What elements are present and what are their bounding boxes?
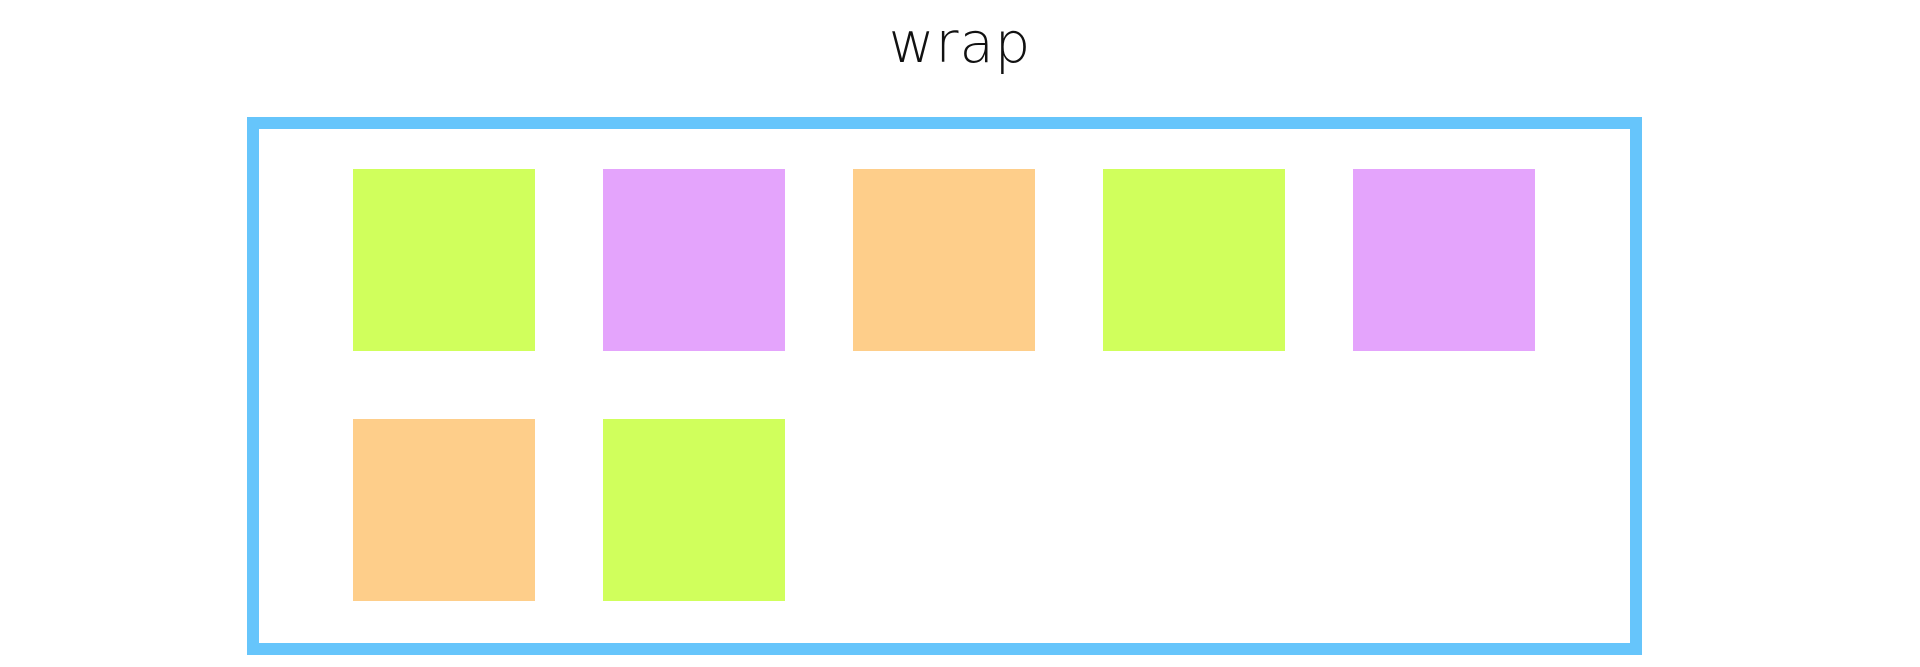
flex-item-4 <box>1103 169 1285 351</box>
flex-item-2 <box>603 169 785 351</box>
flex-item-6 <box>353 419 535 601</box>
flex-item-5 <box>1353 169 1535 351</box>
flex-item-7 <box>603 419 785 601</box>
flex-container <box>247 117 1642 655</box>
diagram-title: wrap <box>888 11 1032 76</box>
flex-item-3 <box>853 169 1035 351</box>
flex-items <box>353 169 1613 601</box>
flex-item-1 <box>353 169 535 351</box>
